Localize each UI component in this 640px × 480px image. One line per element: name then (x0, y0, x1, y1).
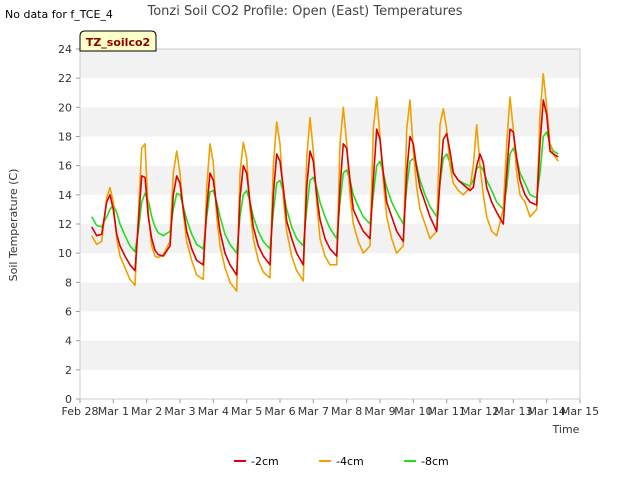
grid-band (80, 340, 580, 370)
no-data-note: No data for f_TCE_4 (5, 8, 113, 21)
grid-band (80, 369, 580, 399)
x-tick-label: Mar 3 (164, 405, 195, 418)
y-tick-label: 12 (58, 218, 72, 231)
x-tick-label: Feb 28 (62, 405, 99, 418)
y-tick-label: 16 (58, 160, 72, 173)
x-tick-label: Mar 5 (231, 405, 262, 418)
y-tick-label: 4 (65, 335, 72, 348)
x-axis-label: Time (552, 423, 580, 436)
y-tick-label: 8 (65, 276, 72, 289)
grid-band (80, 282, 580, 312)
tag-box: TZ_soilco2 (79, 30, 157, 52)
x-tick-label: Mar 6 (264, 405, 295, 418)
y-tick-label: 22 (58, 72, 72, 85)
grid-band (80, 194, 580, 224)
grid-band (80, 311, 580, 341)
grid-band (80, 253, 580, 283)
y-tick-label: 0 (65, 393, 72, 406)
legend-label: -2cm (251, 455, 279, 468)
y-tick-label: 2 (65, 364, 72, 377)
series-layer (91, 73, 559, 292)
x-tick-label: Mar 15 (561, 405, 599, 418)
y-axis-label: Soil Temperature (C) (7, 169, 20, 282)
grid-bands (80, 49, 580, 399)
x-tick-label: Mar 2 (131, 405, 162, 418)
tag-box-shape (79, 30, 157, 52)
x-tick-label: Mar 8 (331, 405, 362, 418)
x-tick-label: Mar 12 (461, 405, 499, 418)
x-tick-label: Mar 4 (198, 405, 229, 418)
x-tick-label: Mar 11 (428, 405, 466, 418)
x-tick-label: Mar 10 (394, 405, 432, 418)
y-tick-label: 14 (58, 189, 72, 202)
y-tick-label: 18 (58, 131, 72, 144)
x-axis-ticks: Feb 28 Mar 1 Mar 2 Mar 3 Mar 4 Mar 5 Mar 6 Mar … (62, 399, 599, 418)
y-tick-label: 10 (58, 247, 72, 260)
grid-band (80, 107, 580, 137)
x-tick-label: Mar 7 (298, 405, 329, 418)
x-tick-label: Mar 13 (494, 405, 532, 418)
y-tick-label: 24 (58, 43, 72, 56)
y-tick-label: 20 (58, 101, 72, 114)
legend-label: -4cm (336, 455, 364, 468)
x-tick-label: Mar 1 (98, 405, 129, 418)
grid-band (80, 136, 580, 166)
x-tick-label: Mar 9 (364, 405, 395, 418)
grid-band (80, 78, 580, 108)
plot-frame (79, 48, 581, 400)
series-line-4cmcm (91, 73, 559, 292)
y-tick-label: 6 (65, 306, 72, 319)
series-line-2cmcm (91, 99, 559, 276)
grid-band (80, 165, 580, 195)
x-tick-label: Mar 14 (528, 405, 566, 418)
grid-band (80, 49, 580, 79)
legend: -2cm -4cm -8cm (234, 455, 449, 468)
chart-title: Tonzi Soil CO2 Profile: Open (East) Temp… (146, 4, 462, 19)
legend-label: -8cm (421, 455, 449, 468)
tag-label: TZ_soilco2 (86, 36, 150, 49)
